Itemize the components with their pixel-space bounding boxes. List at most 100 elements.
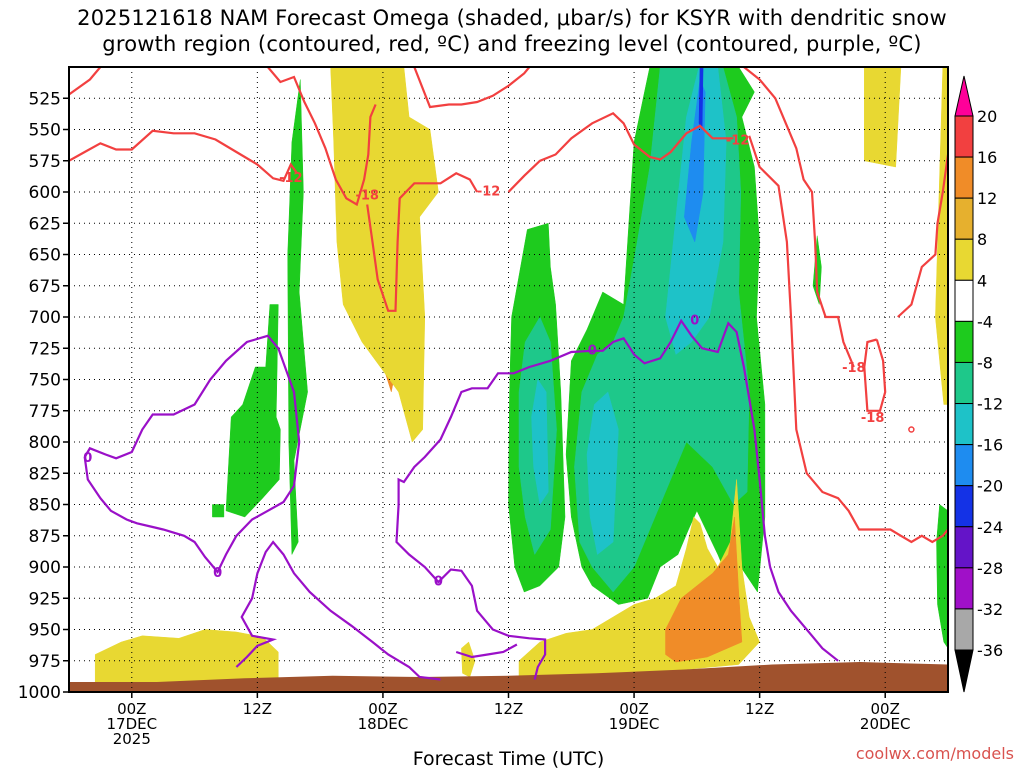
ytick-label-550: 550 — [29, 121, 61, 141]
isotherm-purple-3 — [395, 504, 547, 680]
isotherm-red-0 — [69, 129, 298, 183]
colorbar-box-5 — [954, 279, 974, 322]
colorbar-box-3 — [954, 197, 974, 240]
colorbar-top-arrow — [954, 75, 974, 117]
contour-labels: -12 -18 -12 -12 -18 -18 0 0 0 0 0 — [83, 133, 884, 589]
ytick-label-700: 700 — [29, 308, 61, 328]
colorbar-label-2: 12 — [977, 189, 997, 208]
ytick-label-800: 800 — [29, 433, 61, 453]
isotherm-red-7 — [743, 67, 855, 368]
omega-region-4 — [225, 304, 281, 518]
ytick-label-775: 775 — [29, 402, 61, 422]
colorbar-bottom-arrow — [954, 649, 974, 693]
contour-label-8: 0 — [434, 575, 443, 590]
credit-text: coolwx.com/models — [855, 744, 1014, 763]
contour-label-4: -18 — [842, 361, 866, 376]
ytick-label-525: 525 — [29, 89, 61, 109]
colorbar-box-13 — [954, 608, 974, 651]
ytick-label-875: 875 — [29, 527, 61, 547]
colorbar-label-1: 16 — [977, 148, 997, 167]
x-axis-title: Forecast Time (UTC) — [413, 748, 604, 768]
isotherm-purple-2 — [397, 318, 839, 662]
isotherm-purple-0 — [83, 334, 301, 575]
y-axis: 525 550 575 600 625 650 675 700 725 750 775 800 825 8… — [18, 89, 69, 703]
colorbar: 20 16 12 8 4 -4 -8 -12 -16 -20 -24 -28 -32 -36 — [954, 75, 1003, 693]
colorbar-label-3: 8 — [977, 230, 987, 249]
isotherm-purple-1 — [235, 540, 441, 681]
isotherms-red — [69, 67, 948, 544]
omega-region-19 — [864, 67, 902, 168]
colorbar-label-9: -20 — [977, 477, 1003, 496]
ytick-label-850: 850 — [29, 496, 61, 516]
colorbar-box-2 — [954, 156, 974, 199]
grid — [69, 67, 948, 692]
colorbar-label-8: -16 — [977, 436, 1003, 455]
isotherm-red-4 — [413, 67, 531, 109]
xtick-label-66-0: 12Z — [745, 700, 774, 718]
isotherm-red-8 — [863, 338, 887, 412]
ytick-label-650: 650 — [29, 246, 61, 266]
colorbar-box-1 — [954, 115, 974, 158]
omega-region-21 — [936, 504, 948, 649]
freezing-level-purple — [83, 318, 839, 681]
contour-label-2: -12 — [477, 185, 501, 200]
chart-title-line-2: growth region (contoured, red, ºC) and f… — [102, 32, 922, 56]
colorbar-box-6 — [954, 320, 974, 363]
chart-title-line-1: 2025121618 NAM Forecast Omega (shaded, μ… — [77, 6, 947, 30]
xtick-label-6-2: 2025 — [113, 730, 151, 748]
contour-label-0: -12 — [279, 171, 303, 186]
xtick-label-30-1: 18DEC — [358, 715, 409, 733]
xtick-label-6-0: 00Z — [117, 700, 146, 718]
omega-region-5 — [212, 504, 225, 518]
colorbar-label-11: -28 — [977, 559, 1003, 578]
ytick-label-1000: 1000 — [18, 683, 61, 703]
isotherm-red-9 — [897, 154, 948, 318]
contour-label-10: 0 — [690, 313, 699, 328]
colorbar-box-8 — [954, 403, 974, 446]
isotherm-purple-4 — [455, 643, 518, 659]
ytick-label-825: 825 — [29, 464, 61, 484]
colorbar-label-7: -12 — [977, 395, 1003, 414]
contour-label-7: 0 — [213, 566, 222, 581]
ytick-label-975: 975 — [29, 652, 61, 672]
contour-label-6: 0 — [83, 451, 92, 466]
colorbar-label-10: -24 — [977, 518, 1003, 537]
colorbar-box-9 — [954, 444, 974, 487]
contour-label-3: -12 — [726, 133, 750, 148]
isotherm-red-2 — [266, 67, 377, 207]
omega-region-16 — [461, 641, 476, 678]
plot-frame — [68, 66, 949, 693]
colorbar-label-12: -32 — [977, 600, 1003, 619]
colorbar-label-4: 4 — [977, 271, 987, 290]
xtick-label-18-0: 12Z — [243, 700, 272, 718]
ytick-label-725: 725 — [29, 339, 61, 359]
omega-region-15 — [94, 629, 279, 683]
xtick-label-6-1: 17DEC — [106, 715, 157, 733]
ytick-label-625: 625 — [29, 214, 61, 234]
xtick-label-30-0: 00Z — [368, 700, 397, 718]
omega-region-14 — [698, 67, 704, 130]
colorbar-label-6: -8 — [977, 353, 993, 372]
xtick-label-78-0: 00Z — [871, 700, 900, 718]
contour-label-5: -18 — [861, 411, 885, 426]
xtick-label-54-0: 00Z — [619, 700, 648, 718]
ytick-label-600: 600 — [29, 183, 61, 203]
ytick-label-925: 925 — [29, 589, 61, 609]
colorbar-box-11 — [954, 526, 974, 569]
omega-shading — [94, 67, 948, 683]
omega-region-11 — [586, 391, 619, 555]
isotherm-red-1 — [69, 67, 102, 96]
isotherm-red-dot — [908, 426, 915, 433]
contour-label-9: 0 — [588, 343, 597, 358]
colorbar-label-13: -36 — [977, 641, 1003, 660]
isotherm-red-6 — [748, 135, 948, 544]
ytick-label-575: 575 — [29, 152, 61, 172]
xtick-label-42-0: 12Z — [494, 700, 523, 718]
colorbar-label-0: 20 — [977, 107, 997, 126]
omega-region-20 — [935, 67, 948, 405]
xtick-label-78-1: 20DEC — [860, 715, 911, 733]
ytick-label-750: 750 — [29, 371, 61, 391]
colorbar-label-5: -4 — [977, 312, 993, 331]
isotherm-red-3 — [366, 172, 479, 312]
